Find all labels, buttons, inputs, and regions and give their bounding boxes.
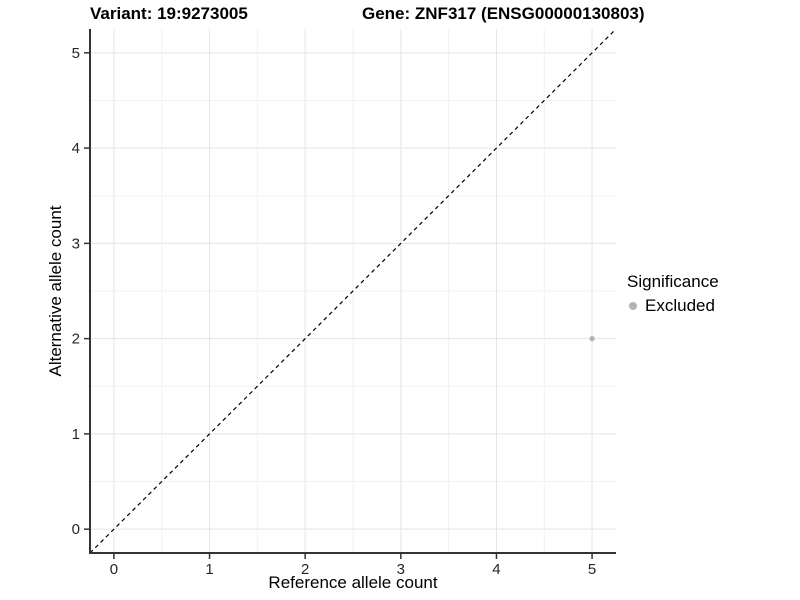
legend-title: Significance bbox=[627, 272, 719, 291]
svg-text:0: 0 bbox=[110, 561, 118, 578]
variant-title: Variant: 19:9273005 bbox=[90, 4, 248, 23]
svg-text:5: 5 bbox=[588, 561, 596, 578]
svg-text:1: 1 bbox=[72, 426, 80, 443]
gene-title: Gene: ZNF317 (ENSG00000130803) bbox=[362, 4, 645, 23]
svg-text:2: 2 bbox=[72, 331, 80, 348]
y-axis-title: Alternative allele count bbox=[46, 205, 65, 377]
svg-text:3: 3 bbox=[397, 561, 405, 578]
legend-entry: Excluded bbox=[629, 296, 719, 316]
svg-text:3: 3 bbox=[72, 235, 80, 252]
svg-text:0: 0 bbox=[72, 521, 80, 538]
svg-text:1: 1 bbox=[205, 561, 213, 578]
x-axis-title: Reference allele count bbox=[268, 573, 438, 592]
legend: Significance Excluded bbox=[627, 272, 719, 316]
svg-text:2: 2 bbox=[301, 561, 309, 578]
legend-entry-label: Excluded bbox=[645, 296, 715, 315]
svg-text:5: 5 bbox=[72, 45, 80, 62]
svg-text:4: 4 bbox=[72, 140, 80, 157]
svg-text:4: 4 bbox=[492, 561, 500, 578]
legend-key-dot-icon bbox=[629, 302, 637, 310]
